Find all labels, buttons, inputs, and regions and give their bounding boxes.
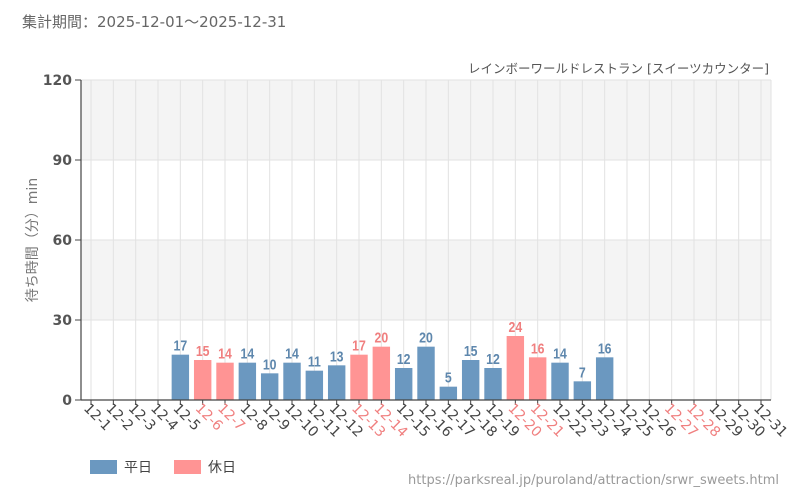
legend-swatch-holiday: [174, 460, 201, 474]
y-tick-label-30: 30: [53, 313, 73, 329]
data-label-12-7: 14: [218, 346, 232, 362]
x-tick-labels: 12-112-212-312-412-512-612-712-812-912-1…: [80, 401, 790, 441]
data-label-12-16: 20: [419, 330, 433, 346]
source-url[interactable]: https://parksreal.jp/puroland/attraction…: [408, 473, 779, 488]
data-label-12-14: 20: [375, 330, 389, 346]
axes: [75, 79, 771, 405]
legend: 平日 休日: [90, 457, 258, 477]
data-label-12-6: 15: [196, 343, 210, 359]
data-label-12-12: 13: [330, 348, 344, 364]
bar-12-6: [193, 360, 212, 400]
y-tick-label-120: 120: [43, 73, 72, 89]
data-label-12-17: 5: [445, 370, 452, 386]
data-label-12-15: 12: [397, 351, 411, 367]
y-tick-label-90: 90: [53, 153, 73, 169]
data-label-12-19: 12: [486, 351, 500, 367]
bar-12-13: [350, 354, 368, 400]
bar-12-8: [238, 362, 257, 400]
bar-12-7: [216, 362, 234, 400]
bar-12-9: [260, 373, 279, 400]
data-label-12-18: 15: [464, 343, 478, 359]
bar-12-16: [417, 346, 435, 400]
y-tick-labels: 0 30 60 90 120: [43, 73, 72, 409]
bar-12-12: [327, 365, 346, 400]
data-label-12-20: 24: [509, 319, 523, 335]
legend-item-holiday[interactable]: 休日: [174, 457, 236, 477]
data-label-12-10: 14: [285, 346, 299, 362]
bar-12-22: [551, 362, 569, 400]
y-tick-label-60: 60: [53, 233, 73, 249]
data-label-12-24: 16: [598, 340, 612, 356]
bar-12-14: [372, 346, 391, 400]
y-tick-label-0: 0: [62, 393, 72, 409]
legend-item-weekday[interactable]: 平日: [90, 457, 152, 477]
bar-12-23: [573, 381, 592, 400]
data-label-12-13: 17: [352, 338, 366, 354]
bar-12-10: [283, 362, 301, 400]
data-label-12-11: 11: [308, 354, 321, 370]
bar-12-15: [394, 368, 413, 400]
data-label-12-23: 7: [579, 364, 586, 380]
chart-subtitle: レインボーワールドレストラン [スイーツカウンター]: [468, 61, 769, 76]
bar-12-17: [439, 386, 458, 400]
bar-12-20: [506, 336, 525, 400]
y-axis-label: 待ち時間（分）min: [25, 178, 41, 302]
data-label-12-22: 14: [553, 346, 567, 362]
legend-swatch-weekday: [90, 460, 117, 474]
legend-label-weekday: 平日: [124, 460, 152, 476]
period-label: 集計期間：2025-12-01～2025-12-31: [22, 13, 287, 31]
bar-12-19: [484, 368, 502, 400]
bar-12-18: [461, 360, 480, 400]
data-labels: 17 15 14 14 10 14 11 13 17 20 12 20 5 15 12 24 16 14 7 16: [174, 319, 612, 386]
data-label-12-5: 17: [174, 338, 188, 354]
bar-12-5: [171, 354, 190, 400]
data-label-12-21: 16: [531, 340, 545, 356]
legend-label-holiday: 休日: [208, 460, 236, 476]
bars: [171, 336, 614, 400]
data-label-12-9: 10: [263, 356, 277, 372]
bar-12-21: [528, 357, 547, 400]
data-label-12-8: 14: [241, 346, 255, 362]
bar-12-24: [595, 357, 614, 400]
bar-12-11: [305, 370, 324, 400]
